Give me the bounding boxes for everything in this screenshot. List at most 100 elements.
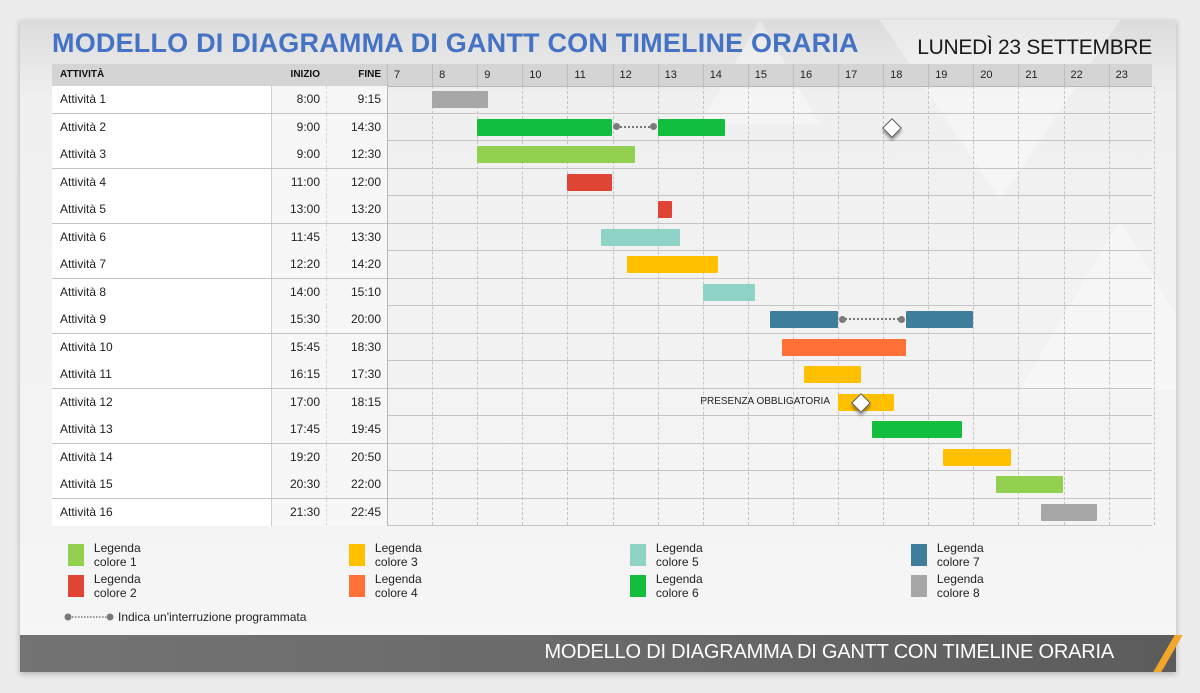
break-dot	[613, 123, 620, 130]
legend-label: Legenda colore 2	[93, 572, 141, 600]
task-bar[interactable]	[477, 118, 613, 136]
break-dot	[898, 315, 906, 323]
task-bar[interactable]	[477, 146, 636, 163]
task-bar[interactable]	[995, 476, 1064, 493]
legend-item: Legenda colore 1	[68, 541, 151, 569]
activity-name: Attività 9	[52, 306, 271, 333]
task-bar[interactable]	[905, 311, 974, 328]
legend-label: Legenda colore 5	[655, 541, 703, 569]
task-bar[interactable]	[804, 366, 861, 383]
hour-header: 18	[883, 64, 928, 86]
legend-swatch	[68, 544, 84, 566]
activity-name: Attività 6	[52, 223, 271, 251]
legend-item: Legenda colore 2	[68, 572, 151, 600]
task-bar[interactable]	[627, 256, 718, 273]
hour-header: 19	[928, 64, 973, 86]
start-time: 15:45	[271, 333, 326, 361]
end-time: 22:45	[326, 498, 387, 526]
end-time: 18:15	[326, 388, 387, 416]
table-row: Attività 13 17:45 19:45	[52, 416, 1152, 444]
grid-line	[1063, 86, 1065, 525]
hour-header: 23	[1108, 64, 1154, 86]
grid-line	[838, 86, 839, 525]
task-bar[interactable]	[943, 448, 1011, 466]
start-time: 20:30	[271, 471, 326, 498]
legend-item: Legenda colore 6	[630, 572, 713, 600]
task-bar[interactable]	[770, 311, 838, 328]
table-row: Attività 10 15:45 18:30	[52, 333, 1152, 361]
activity-name: Attività 16	[52, 498, 271, 526]
legend-swatch	[630, 575, 646, 597]
column-header-end: FINE	[358, 69, 381, 80]
end-time: 9:15	[326, 86, 387, 113]
table-row: Attività 11 16:15 17:30	[52, 361, 1152, 389]
break-legend-label: Indica un'interruzione programmata	[118, 610, 307, 624]
footer-title: MODELLO DI DIAGRAMMA DI GANTT CON TIMELI…	[544, 641, 1114, 663]
task-bar[interactable]	[567, 173, 613, 191]
grid-line	[1108, 86, 1110, 525]
start-time: 17:45	[271, 416, 326, 443]
table-row: Attività 5 13:00 13:20	[52, 196, 1152, 224]
activity-name: Attività 5	[52, 196, 271, 223]
start-time: 17:00	[271, 388, 326, 416]
hour-header: 16	[792, 64, 838, 86]
table-row: Attività 8 14:00 15:10	[52, 278, 1152, 306]
legend-item: Legenda colore 3	[349, 541, 432, 569]
end-time: 20:50	[326, 443, 387, 471]
hour-header: 13	[657, 64, 703, 86]
legend-label: Legenda colore 3	[374, 541, 422, 569]
table-header: ATTIVITÀ INIZIO FINE 7 8 9 10 11 12 13 14 15 16 17…	[52, 64, 1152, 87]
grid-line	[883, 86, 885, 525]
break-line	[616, 125, 654, 128]
footer-bar: MODELLO DI DIAGRAMMA DI GANTT CON TIMELI…	[20, 635, 1183, 672]
accent-stripe	[1153, 635, 1183, 672]
decorative-triangle	[1020, 220, 1176, 390]
grid-line	[747, 86, 749, 525]
hour-header: 11	[567, 64, 612, 86]
start-time: 9:00	[271, 141, 326, 168]
activity-name: Attività 3	[52, 141, 271, 168]
hour-header: 22	[1063, 64, 1109, 86]
task-bar[interactable]	[657, 201, 673, 218]
legend-item: Legenda colore 5	[630, 541, 713, 569]
table-row: Attività 16 21:30 22:45	[52, 498, 1152, 526]
task-bar[interactable]	[432, 91, 489, 108]
legend-swatch	[630, 544, 646, 566]
table-row: Attività 3 9:00 12:30	[52, 141, 1152, 169]
grid-line	[973, 86, 975, 525]
task-bar[interactable]	[871, 421, 962, 438]
grid-line	[657, 86, 659, 525]
task-bar[interactable]	[702, 283, 756, 301]
grid-line	[1153, 86, 1155, 525]
legend-label: Legenda colore 6	[655, 572, 703, 600]
task-bar[interactable]	[1040, 503, 1098, 521]
activity-name: Attività 1	[52, 86, 271, 113]
task-bar[interactable]	[601, 228, 681, 246]
activity-name: Attività 14	[52, 443, 271, 471]
task-bar[interactable]	[657, 118, 726, 136]
legend-label: Legenda colore 4	[374, 572, 422, 600]
hour-header: 21	[1018, 64, 1063, 86]
table-row: Attività 14 19:20 20:50	[52, 443, 1152, 471]
grid-line	[432, 86, 434, 525]
start-time: 9:00	[271, 113, 326, 141]
hour-header: 10	[522, 64, 567, 86]
legend-swatch	[911, 544, 927, 566]
start-time: 14:00	[271, 278, 326, 306]
grid-line	[567, 86, 569, 525]
activity-name: Attività 7	[52, 251, 271, 278]
start-time: 13:00	[271, 196, 326, 223]
break-line	[842, 318, 902, 320]
date-label: LUNEDÌ 23 SETTEMBRE	[917, 36, 1152, 59]
activity-name: Attività 15	[52, 471, 271, 498]
legend-item: Legenda colore 4	[349, 572, 432, 600]
activity-name: Attività 11	[52, 361, 271, 388]
table-row: Attività 6 11:45 13:30	[52, 223, 1152, 251]
start-time: 21:30	[271, 498, 326, 526]
table-row: Attività 2 9:00 14:30	[52, 113, 1152, 141]
task-bar[interactable]	[781, 338, 906, 356]
grid-line	[477, 86, 479, 525]
activity-name: Attività 12	[52, 388, 271, 416]
table-row: Attività 4 11:00 12:00	[52, 168, 1152, 196]
column-header-activity: ATTIVITÀ	[60, 69, 105, 80]
